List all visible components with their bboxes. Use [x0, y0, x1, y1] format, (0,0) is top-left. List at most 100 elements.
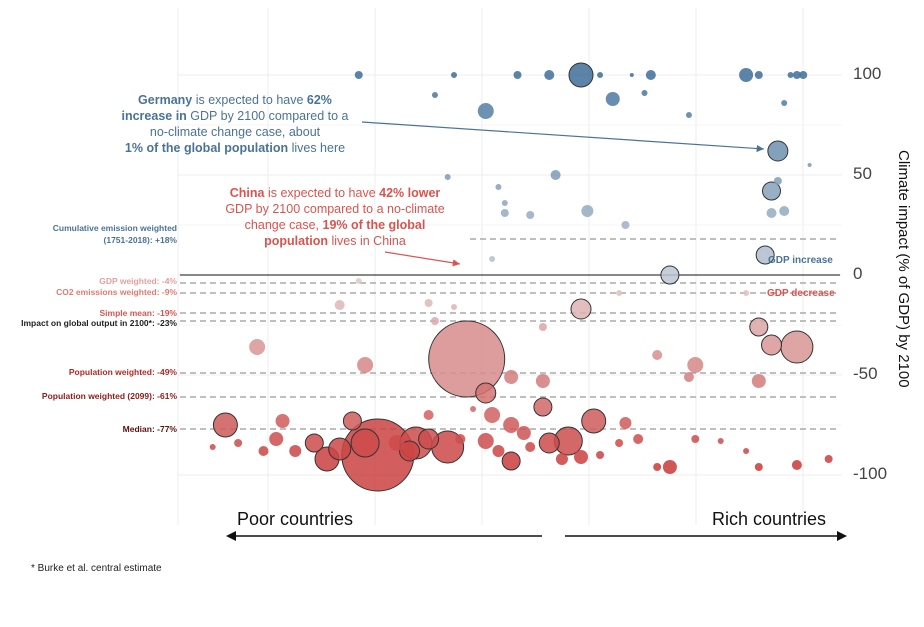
data-point	[660, 265, 680, 285]
gdp-decrease-label: GDP decrease	[767, 288, 835, 299]
right-arrow-head	[837, 531, 847, 541]
data-point	[629, 73, 634, 77]
data-point	[350, 428, 380, 458]
y-tick-label: -100	[853, 464, 888, 483]
data-point	[495, 184, 502, 190]
data-point	[451, 72, 457, 78]
data-point	[581, 205, 594, 217]
data-point	[754, 463, 763, 471]
data-point	[501, 451, 521, 471]
data-point	[492, 445, 505, 457]
y-tick-label: 100	[853, 64, 882, 83]
data-point	[751, 374, 766, 388]
data-point	[743, 290, 750, 296]
data-point	[475, 382, 497, 404]
data-point	[781, 100, 788, 106]
data-point	[581, 408, 607, 434]
data-point	[570, 298, 592, 320]
data-point	[328, 437, 352, 461]
data-point	[526, 211, 535, 219]
data-point	[791, 460, 802, 470]
china-annotation: China is expected to have 42% lower GDP …	[225, 186, 445, 248]
data-point	[792, 71, 801, 79]
data-point	[212, 412, 238, 438]
data-point	[477, 103, 494, 119]
data-point	[596, 451, 605, 459]
data-point	[470, 406, 477, 412]
data-point	[645, 70, 656, 80]
y-tick-label: 0	[853, 264, 863, 283]
data-point	[615, 439, 624, 447]
data-point	[621, 221, 630, 229]
data-point	[597, 72, 604, 78]
data-point	[535, 374, 550, 388]
data-point	[538, 323, 547, 331]
data-point	[717, 438, 724, 444]
y-axis-label: Climate impact (% of GDP) by 2100	[895, 150, 912, 388]
data-point	[641, 90, 648, 96]
data-point	[633, 434, 644, 444]
data-point	[687, 357, 704, 373]
germany-arrow	[361, 121, 764, 153]
data-point	[354, 71, 363, 79]
data-point	[423, 410, 434, 420]
data-point	[399, 440, 421, 462]
footnote: * Burke et al. central estimate	[31, 563, 162, 574]
data-point	[685, 112, 692, 118]
data-point	[533, 397, 553, 417]
left-arrow-head	[226, 531, 236, 541]
data-point	[444, 174, 451, 180]
ref-label-cumulative: Cumulative emission weighted (1751-2018)…	[52, 223, 177, 245]
data-point	[767, 140, 789, 162]
data-point	[538, 432, 560, 454]
data-point	[652, 350, 663, 360]
data-point	[484, 407, 501, 423]
data-point	[503, 417, 520, 433]
data-point	[743, 448, 750, 454]
data-point	[431, 92, 438, 98]
data-point	[500, 209, 509, 217]
data-point	[555, 453, 568, 465]
data-point	[779, 206, 790, 216]
data-point	[550, 170, 561, 180]
data-point	[766, 208, 777, 218]
data-point	[501, 200, 508, 206]
data-point	[755, 245, 775, 265]
data-point	[477, 433, 494, 449]
data-point	[662, 460, 677, 474]
data-point	[342, 411, 362, 431]
data-point	[807, 163, 812, 167]
data-point	[304, 433, 324, 453]
rich-countries-label: Rich countries	[712, 509, 827, 529]
data-point	[289, 445, 302, 457]
data-point	[574, 450, 588, 464]
data-point	[513, 71, 522, 79]
y-tick-label: -50	[853, 364, 878, 383]
data-point	[773, 177, 782, 185]
data-point	[799, 71, 808, 79]
china-arrow	[384, 251, 461, 267]
data-point	[754, 71, 763, 79]
data-point	[355, 278, 362, 284]
data-point	[234, 439, 243, 447]
data-point	[424, 299, 433, 307]
data-point	[544, 70, 555, 80]
data-point	[619, 417, 632, 429]
data-point	[275, 414, 290, 428]
data-point	[616, 290, 623, 296]
data-point	[780, 330, 814, 364]
data-point	[258, 446, 269, 456]
data-point	[334, 300, 345, 310]
data-point	[388, 435, 405, 451]
data-point	[749, 317, 769, 337]
data-point	[430, 317, 439, 325]
germany-annotation: Germany is expected to have 62% increase…	[121, 93, 349, 155]
data-point	[489, 256, 496, 262]
data-point	[824, 455, 833, 463]
poor-countries-label: Poor countries	[237, 509, 354, 529]
data-point	[762, 181, 781, 201]
data-point	[418, 428, 440, 450]
data-point	[761, 334, 782, 356]
data-point	[249, 339, 266, 355]
